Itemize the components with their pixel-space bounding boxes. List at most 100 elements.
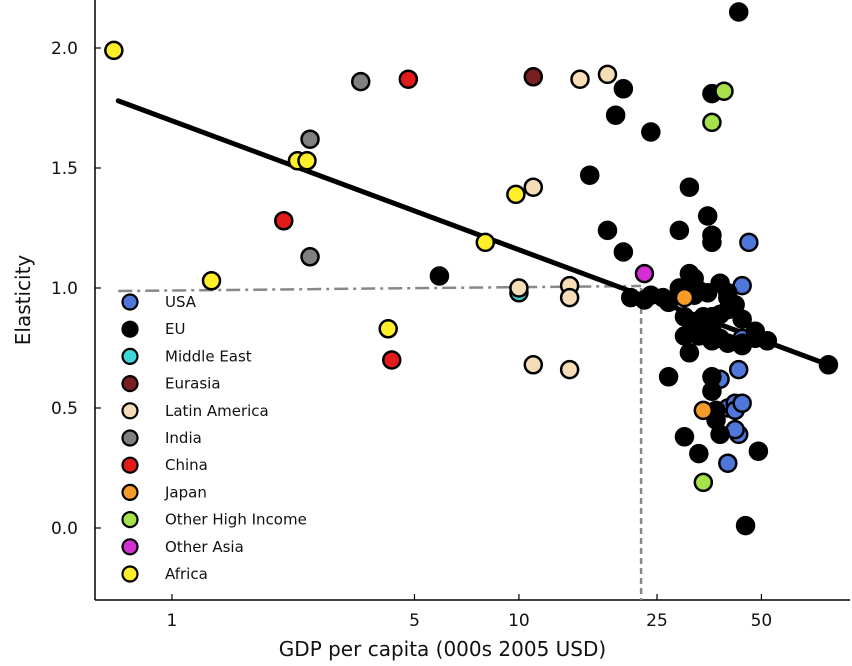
data-point-eu [706,410,726,430]
legend-label-latin-america: Latin America [165,402,269,420]
data-point-india [300,247,320,267]
legend-label-eu: EU [165,320,185,338]
data-point-usa [732,393,752,413]
legend-label-india: India [165,429,202,447]
legend: USA EU Middle East Eurasia Latin America Indi… [121,293,307,583]
legend-marker-eurasia [121,375,139,393]
data-point-eu [732,309,752,329]
data-point-eu [579,165,600,185]
data-point-africa [378,319,398,339]
data-point-eu [429,266,450,286]
data-point-latin-america [597,64,618,85]
data-point-eu [702,232,722,253]
legend-marker-usa [121,293,139,311]
data-point-eu [757,331,778,351]
legend-marker-other-asia [121,538,139,556]
y-tick-label: 0.0 [51,519,78,539]
data-point-eu [641,285,661,305]
x-tick-label: 50 [751,611,773,631]
legend-marker-other-high-income [121,510,139,529]
data-point-latin-america [523,177,544,197]
legend-label-africa: Africa [165,565,208,583]
y-tick-label: 1.5 [51,159,78,179]
fit-line [115,98,831,368]
data-point-japan [693,400,714,421]
x-axis-title: GDP per capita (000s 2005 USD) [279,637,606,661]
data-point-eu [674,427,695,447]
data-point-africa [104,40,124,61]
data-point-india [300,129,320,149]
data-point-other-high-income [702,112,722,133]
data-point-usa [728,359,749,380]
data-point-eu [702,331,722,351]
axis-labels: GDP per capita (000s 2005 USD) Elasticity [11,255,606,661]
data-point-africa [297,151,317,171]
data-point-eu [735,515,756,536]
data-point-china [382,350,402,370]
data-point-latin-america [559,359,580,380]
data-point-eu [641,122,661,142]
legend-label-china: China [165,456,208,474]
y-axis-title: Elasticity [11,255,35,346]
data-point-other-high-income [714,81,734,101]
legend-marker-eu [121,320,139,338]
data-point-china [398,69,419,89]
y-tick-label: 1.0 [51,279,78,299]
data-point-eu [728,2,749,22]
legend-label-japan: Japan [164,483,207,501]
legend-marker-china [121,456,139,474]
data-point-usa [739,232,759,253]
data-point-eu [658,292,679,313]
legend-label-other-asia: Other Asia [165,538,244,556]
legend-marker-japan [121,483,139,501]
data-points [104,2,839,536]
data-point-africa [201,271,222,291]
data-point-india [350,71,371,92]
legend-label-other-high-income: Other High Income [165,511,307,529]
axes: 0.0 0.5 1.0 1.5 2.0 1 5 10 25 50 [51,0,850,631]
data-point-eu [697,206,718,226]
x-tick-label: 5 [409,611,420,631]
legend-label-usa: USA [165,293,197,311]
x-tick-label: 25 [646,611,668,631]
legend-label-eurasia: Eurasia [165,375,221,393]
legend-marker-africa [121,565,139,583]
data-point-latin-america [559,287,580,308]
x-tick-label: 1 [167,611,178,631]
data-point-eu [613,79,634,99]
data-point-africa [506,184,526,205]
data-point-japan [674,287,695,308]
y-tick-label: 2.0 [51,39,78,59]
data-point-latin-america [570,69,590,89]
data-point-eu [605,105,626,125]
data-point-eu [689,443,709,464]
data-point-latin-america [523,355,544,375]
fit-line-group [115,98,831,368]
legend-label-middle-east: Middle East [165,347,252,365]
data-point-eu [613,242,634,262]
data-point-latin-america [509,278,529,298]
data-point-eu [748,441,769,461]
y-tick-label: 0.5 [51,399,78,419]
data-point-eu [658,367,679,387]
data-point-eu [597,220,618,241]
reference-lines [118,284,643,600]
data-point-eu [679,343,700,363]
data-point-eu [679,177,700,197]
data-point-eu [669,220,690,241]
legend-marker-latin-america [121,402,139,420]
data-point-other-asia [634,263,655,284]
data-point-eu [620,287,641,308]
data-point-china [274,211,294,231]
data-point-eu [702,381,722,401]
legend-marker-india [121,429,139,447]
legend-marker-middle-east [121,347,139,365]
reference-horizontal-line [118,284,642,293]
data-point-eu [818,355,839,375]
data-point-africa [475,232,496,253]
data-point-usa [718,453,738,473]
data-point-other-high-income [693,472,714,493]
x-tick-label: 10 [508,611,530,631]
data-point-eurasia [523,67,544,87]
